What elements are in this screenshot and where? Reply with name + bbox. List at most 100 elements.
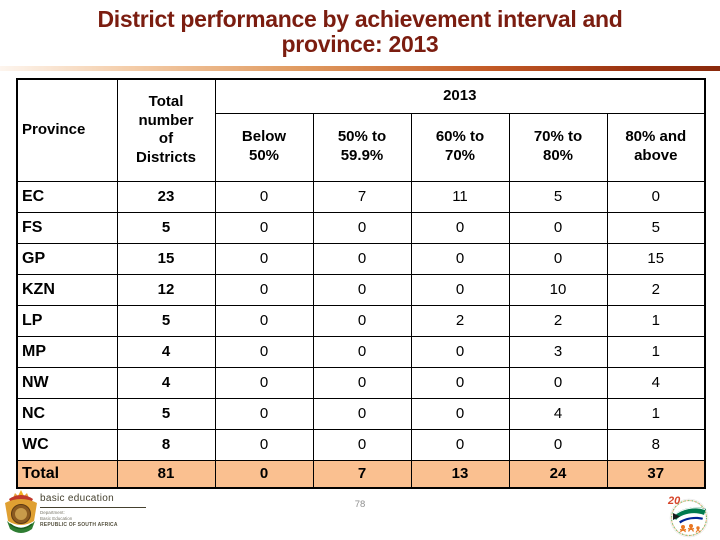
interval-header-50-59: 50% to 59.9%: [312, 112, 412, 182]
value-cell: 0: [312, 242, 412, 275]
value-cell: 0: [508, 211, 608, 244]
table-row-kzn: KZN 12 0 0 0 10 2: [16, 273, 706, 306]
page-number: 78: [354, 499, 366, 510]
value-cell: 0: [312, 304, 412, 337]
value-cell: 0: [410, 397, 510, 430]
year-group-header: 2013: [214, 78, 706, 114]
value-cell: 0: [508, 366, 608, 399]
value-cell: 0: [312, 211, 412, 244]
dbe-dept-line: Department:: [40, 510, 65, 515]
total-value-cell: 37: [606, 459, 706, 489]
province-cell: EC: [16, 180, 118, 213]
value-cell: 5: [606, 211, 706, 244]
value-cell: 0: [214, 180, 314, 213]
districts-cell: 8: [116, 428, 216, 461]
province-cell: FS: [16, 211, 118, 244]
value-cell: 4: [606, 366, 706, 399]
freedom-logo-number: 20: [667, 495, 681, 507]
value-cell: 0: [214, 428, 314, 461]
value-cell: 0: [410, 428, 510, 461]
province-cell: WC: [16, 428, 118, 461]
value-cell: 0: [410, 366, 510, 399]
table-row-mp: MP 4 0 0 0 3 1: [16, 335, 706, 368]
value-cell: 0: [508, 428, 608, 461]
province-cell: KZN: [16, 273, 118, 306]
table-row-fs: FS 5 0 0 0 0 5: [16, 211, 706, 244]
value-cell: 11: [410, 180, 510, 213]
value-cell: 0: [410, 242, 510, 275]
total-label-cell: Total: [16, 459, 118, 489]
value-cell: 0: [312, 428, 412, 461]
value-cell: 0: [214, 242, 314, 275]
dbe-logo-text: basic education Department: Basic Educat…: [40, 493, 146, 528]
value-cell: 0: [606, 180, 706, 213]
districts-cell: 4: [116, 335, 216, 368]
value-cell: 0: [410, 273, 510, 306]
twenty-years-freedom-logo-icon: 20: [664, 492, 712, 540]
districts-cell: 15: [116, 242, 216, 275]
district-performance-table: Province Total number of Districts 2013 …: [16, 78, 707, 489]
value-cell: 0: [508, 242, 608, 275]
value-cell: 0: [410, 335, 510, 368]
value-cell: 5: [508, 180, 608, 213]
interval-header-below-50: Below 50%: [214, 112, 314, 182]
districts-cell: 4: [116, 366, 216, 399]
value-cell: 0: [214, 211, 314, 244]
province-cell: GP: [16, 242, 118, 275]
value-cell: 8: [606, 428, 706, 461]
province-column-header: Province: [16, 78, 118, 182]
table-row-ec: EC 23 0 7 11 5 0: [16, 180, 706, 213]
value-cell: 0: [214, 273, 314, 306]
districts-column-header: Total number of Districts: [116, 78, 216, 182]
coat-of-arms-icon: [3, 490, 39, 540]
table-header: Province Total number of Districts 2013 …: [16, 78, 706, 182]
value-cell: 0: [214, 335, 314, 368]
value-cell: 3: [508, 335, 608, 368]
total-value-cell: 0: [214, 459, 314, 489]
value-cell: 10: [508, 273, 608, 306]
interval-header-60-70: 60% to 70%: [410, 112, 510, 182]
province-cell: NW: [16, 366, 118, 399]
value-cell: 0: [214, 304, 314, 337]
value-cell: 0: [312, 335, 412, 368]
value-cell: 0: [214, 397, 314, 430]
value-cell: 15: [606, 242, 706, 275]
value-cell: 0: [312, 273, 412, 306]
value-cell: 1: [606, 335, 706, 368]
table-row-nw: NW 4 0 0 0 0 4: [16, 366, 706, 399]
table-row-lp: LP 5 0 0 2 2 1: [16, 304, 706, 337]
value-cell: 2: [606, 273, 706, 306]
value-cell: 0: [312, 366, 412, 399]
districts-cell: 5: [116, 397, 216, 430]
title-accent-bar: [0, 66, 720, 71]
value-cell: 0: [214, 366, 314, 399]
value-cell: 1: [606, 397, 706, 430]
province-cell: MP: [16, 335, 118, 368]
dbe-logo-rule: [40, 507, 146, 508]
province-cell: LP: [16, 304, 118, 337]
districts-cell: 23: [116, 180, 216, 213]
value-cell: 2: [410, 304, 510, 337]
total-value-cell: 24: [508, 459, 608, 489]
table-row-nc: NC 5 0 0 0 4 1: [16, 397, 706, 430]
value-cell: 0: [410, 211, 510, 244]
value-cell: 1: [606, 304, 706, 337]
total-value-cell: 7: [312, 459, 412, 489]
province-cell: NC: [16, 397, 118, 430]
interval-header-row: Below 50% 50% to 59.9% 60% to 70% 70% to…: [17, 112, 706, 182]
year-header-row: Province Total number of Districts 2013: [16, 78, 706, 182]
value-cell: 7: [312, 180, 412, 213]
table-body: EC 23 0 7 11 5 0 FS 5 0 0 0 0 5 GP 15 0: [16, 180, 706, 489]
interval-header-70-80: 70% to 80%: [508, 112, 608, 182]
table-row-wc: WC 8 0 0 0 0 8: [16, 428, 706, 461]
value-cell: 4: [508, 397, 608, 430]
page-title: District performance by achievement inte…: [0, 7, 720, 56]
value-cell: 2: [508, 304, 608, 337]
value-cell: 0: [312, 397, 412, 430]
total-value-cell: 13: [410, 459, 510, 489]
table-total-row: Total 81 0 7 13 24 37: [16, 459, 706, 489]
table-row-gp: GP 15 0 0 0 0 15: [16, 242, 706, 275]
interval-header-80-above: 80% and above: [606, 112, 706, 182]
districts-cell: 5: [116, 211, 216, 244]
